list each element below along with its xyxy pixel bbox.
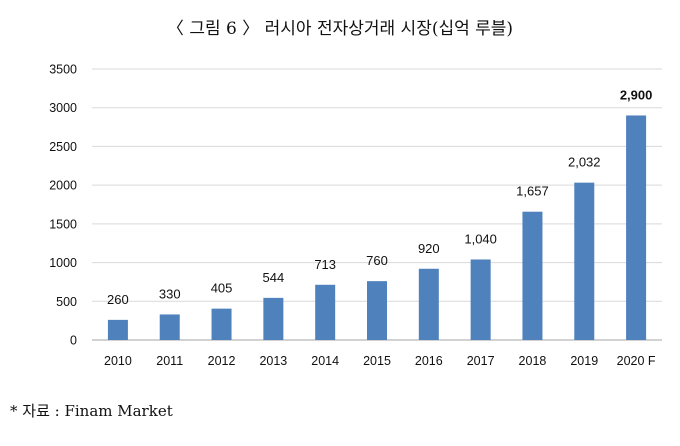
bar bbox=[470, 259, 491, 340]
y-tick-label: 0 bbox=[70, 334, 77, 348]
y-tick-label: 3000 bbox=[49, 101, 77, 115]
y-tick-label: 500 bbox=[56, 295, 77, 309]
bar-chart: 0 500 1000 1500 2000 2500 3000 3500 260 330 405 54… bbox=[49, 63, 662, 368]
data-labels: 260 330 405 544 713 760 920 1,040 1,657 2,032 2,90… bbox=[107, 87, 652, 306]
x-tick-label: 2013 bbox=[259, 354, 287, 368]
bar bbox=[574, 182, 595, 340]
bars bbox=[107, 115, 647, 340]
x-tick-label: 2015 bbox=[363, 354, 391, 368]
y-tick-label: 2000 bbox=[49, 179, 77, 193]
x-tick-label: 2020 F bbox=[617, 354, 656, 368]
y-tick-label: 1000 bbox=[49, 256, 77, 270]
data-label: 260 bbox=[107, 292, 129, 307]
bar bbox=[315, 284, 336, 340]
data-label: 713 bbox=[314, 257, 336, 272]
x-axis-ticks: 2010 2011 2012 2013 2014 2015 2016 2017 2018 2019… bbox=[104, 354, 656, 368]
data-label: 1,657 bbox=[516, 184, 549, 199]
bar bbox=[522, 211, 543, 340]
data-label: 1,040 bbox=[464, 231, 497, 246]
x-tick-label: 2017 bbox=[467, 354, 495, 368]
data-label: 2,900 bbox=[620, 87, 653, 102]
y-axis-ticks: 0 500 1000 1500 2000 2500 3000 3500 bbox=[49, 63, 77, 348]
y-tick-label: 1500 bbox=[49, 217, 77, 231]
x-tick-label: 2014 bbox=[311, 354, 339, 368]
bar bbox=[418, 268, 439, 340]
data-label: 2,032 bbox=[568, 155, 601, 170]
x-tick-label: 2010 bbox=[104, 354, 132, 368]
x-tick-label: 2012 bbox=[208, 354, 236, 368]
data-label: 405 bbox=[211, 281, 233, 296]
bar bbox=[107, 319, 128, 340]
data-label: 920 bbox=[418, 241, 440, 256]
bar bbox=[159, 314, 180, 340]
x-tick-label: 2019 bbox=[570, 354, 598, 368]
x-tick-label: 2018 bbox=[519, 354, 547, 368]
x-tick-label: 2016 bbox=[415, 354, 443, 368]
bar bbox=[626, 115, 647, 340]
x-tick-label: 2011 bbox=[156, 354, 183, 368]
y-tick-label: 2500 bbox=[49, 140, 77, 154]
data-label: 544 bbox=[263, 270, 285, 285]
bar bbox=[263, 297, 284, 340]
bar bbox=[367, 281, 387, 340]
data-label: 330 bbox=[159, 286, 181, 301]
chart-title: 〈 그림 6 〉 러시아 전자상거래 시장(십억 루블) bbox=[166, 19, 514, 39]
y-tick-label: 3500 bbox=[49, 63, 77, 77]
bar bbox=[211, 308, 232, 340]
data-label: 760 bbox=[366, 253, 388, 268]
source-note: * 자료 : Finam Market bbox=[10, 402, 173, 420]
